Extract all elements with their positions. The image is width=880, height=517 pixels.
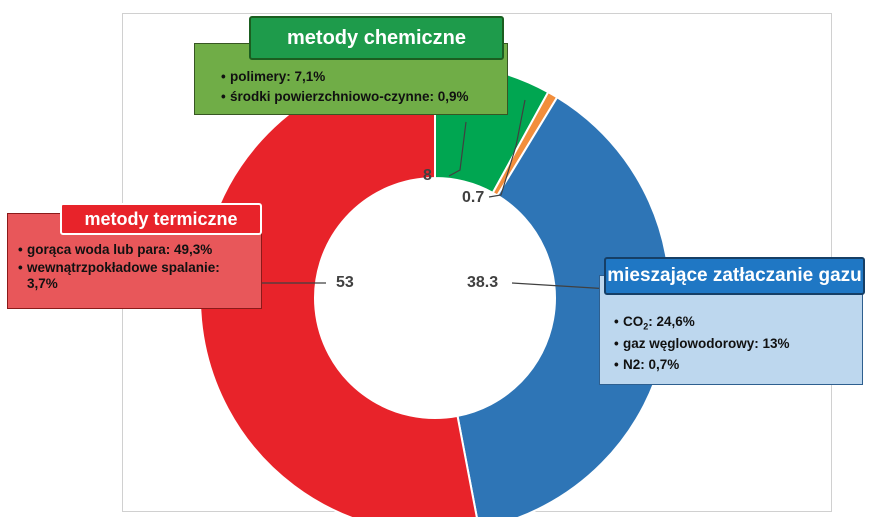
callout-chemical-title: metody chemiczne [249,16,504,60]
callout-gas-item: gaz węglowodorowy: 13% [614,336,790,352]
slice-gas [456,95,671,517]
data-label-chemical: 8 [423,167,432,184]
callout-thermal-item: wewnątrzpokładowe spalanie: 3,7% [18,260,253,292]
callout-gas-item: N2: 0,7% [614,357,790,373]
data-label-thermal: 53 [336,274,354,291]
callout-thermal-item: gorąca woda lub para: 49,3% [18,242,253,258]
callout-gas-item-co2: CO2: 24,6% [614,314,790,332]
data-label-gas: 38.3 [467,274,499,291]
co2-suffix: : 24,6% [648,314,695,329]
co2-subscript: 2 [643,321,649,332]
callout-gas-title: mieszające zatłaczanie gazu [604,257,865,295]
leader-line-chemical [448,121,467,177]
callout-thermal-title: metody termiczne [60,203,262,235]
callout-chemical-item: polimery: 7,1% [221,69,469,85]
leader-line-orange [488,99,526,198]
leader-line-gas [511,282,611,290]
data-label-orange: 0.7 [462,189,485,206]
co2-prefix: CO [623,314,644,329]
callout-chemical-item: środki powierzchniowo-czynne: 0,9% [221,89,469,105]
